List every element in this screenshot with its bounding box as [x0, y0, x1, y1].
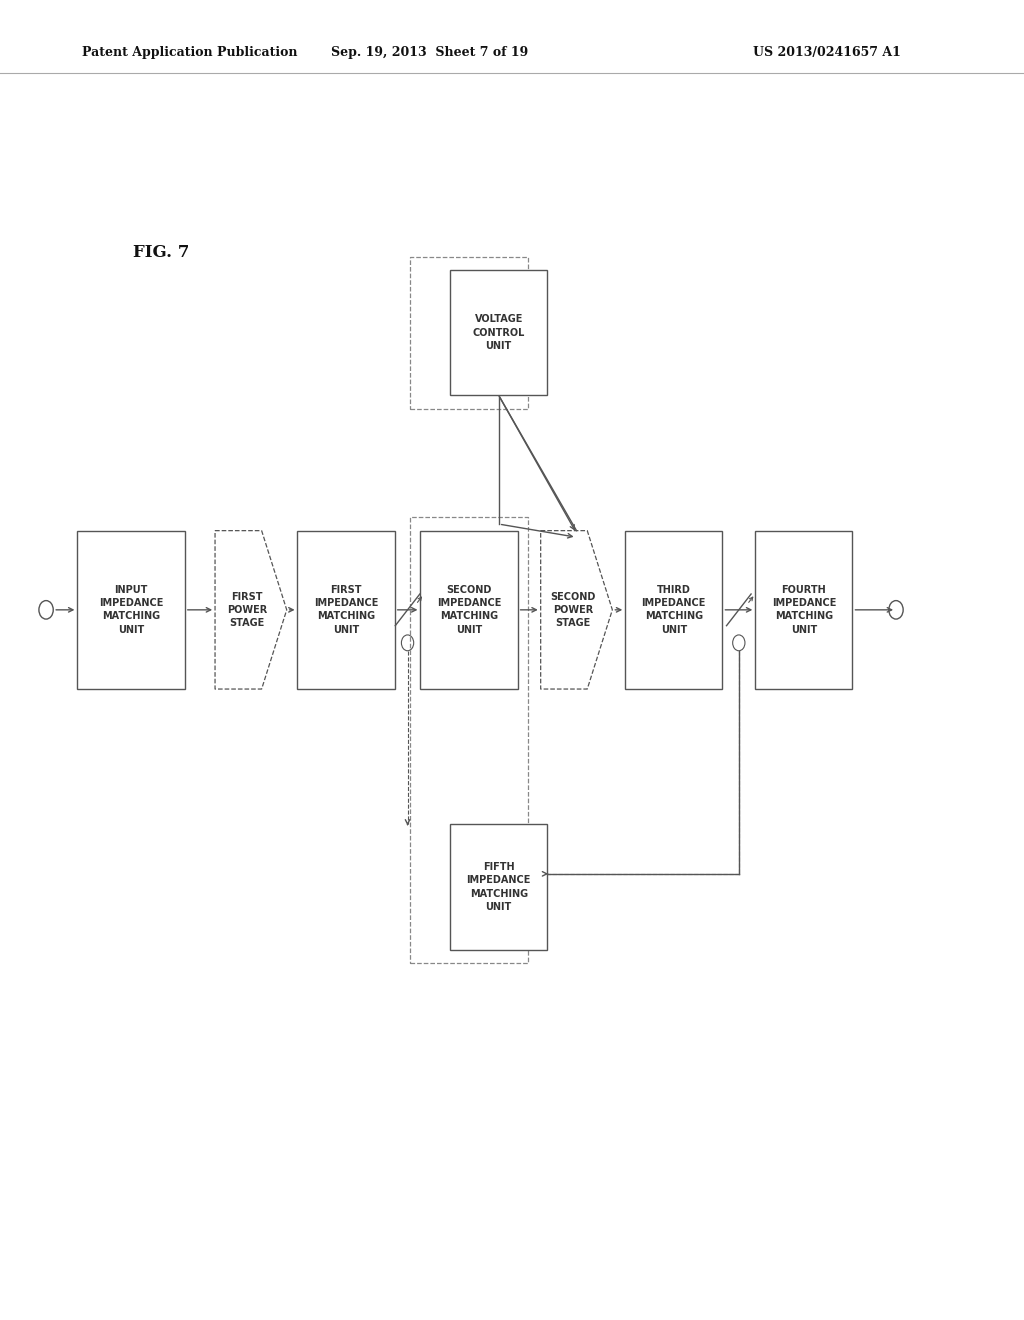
Text: Patent Application Publication: Patent Application Publication	[82, 46, 297, 59]
Text: FOURTH
IMPEDANCE
MATCHING
UNIT: FOURTH IMPEDANCE MATCHING UNIT	[772, 585, 836, 635]
Text: Sep. 19, 2013  Sheet 7 of 19: Sep. 19, 2013 Sheet 7 of 19	[332, 46, 528, 59]
FancyBboxPatch shape	[78, 531, 184, 689]
FancyBboxPatch shape	[756, 531, 852, 689]
Text: VOLTAGE
CONTROL
UNIT: VOLTAGE CONTROL UNIT	[472, 314, 525, 351]
Text: FIFTH
IMPEDANCE
MATCHING
UNIT: FIFTH IMPEDANCE MATCHING UNIT	[467, 862, 530, 912]
FancyBboxPatch shape	[421, 531, 518, 689]
Text: US 2013/0241657 A1: US 2013/0241657 A1	[754, 46, 901, 59]
Text: FIG. 7: FIG. 7	[133, 244, 189, 261]
FancyBboxPatch shape	[625, 531, 723, 689]
FancyBboxPatch shape	[451, 824, 547, 950]
FancyBboxPatch shape	[298, 531, 395, 689]
FancyBboxPatch shape	[451, 271, 547, 396]
Text: FIRST
IMPEDANCE
MATCHING
UNIT: FIRST IMPEDANCE MATCHING UNIT	[314, 585, 378, 635]
Text: SECOND
IMPEDANCE
MATCHING
UNIT: SECOND IMPEDANCE MATCHING UNIT	[437, 585, 501, 635]
Text: INPUT
IMPEDANCE
MATCHING
UNIT: INPUT IMPEDANCE MATCHING UNIT	[99, 585, 163, 635]
Text: SECOND
POWER
STAGE: SECOND POWER STAGE	[550, 591, 596, 628]
Text: THIRD
IMPEDANCE
MATCHING
UNIT: THIRD IMPEDANCE MATCHING UNIT	[642, 585, 706, 635]
Text: FIRST
POWER
STAGE: FIRST POWER STAGE	[227, 591, 267, 628]
